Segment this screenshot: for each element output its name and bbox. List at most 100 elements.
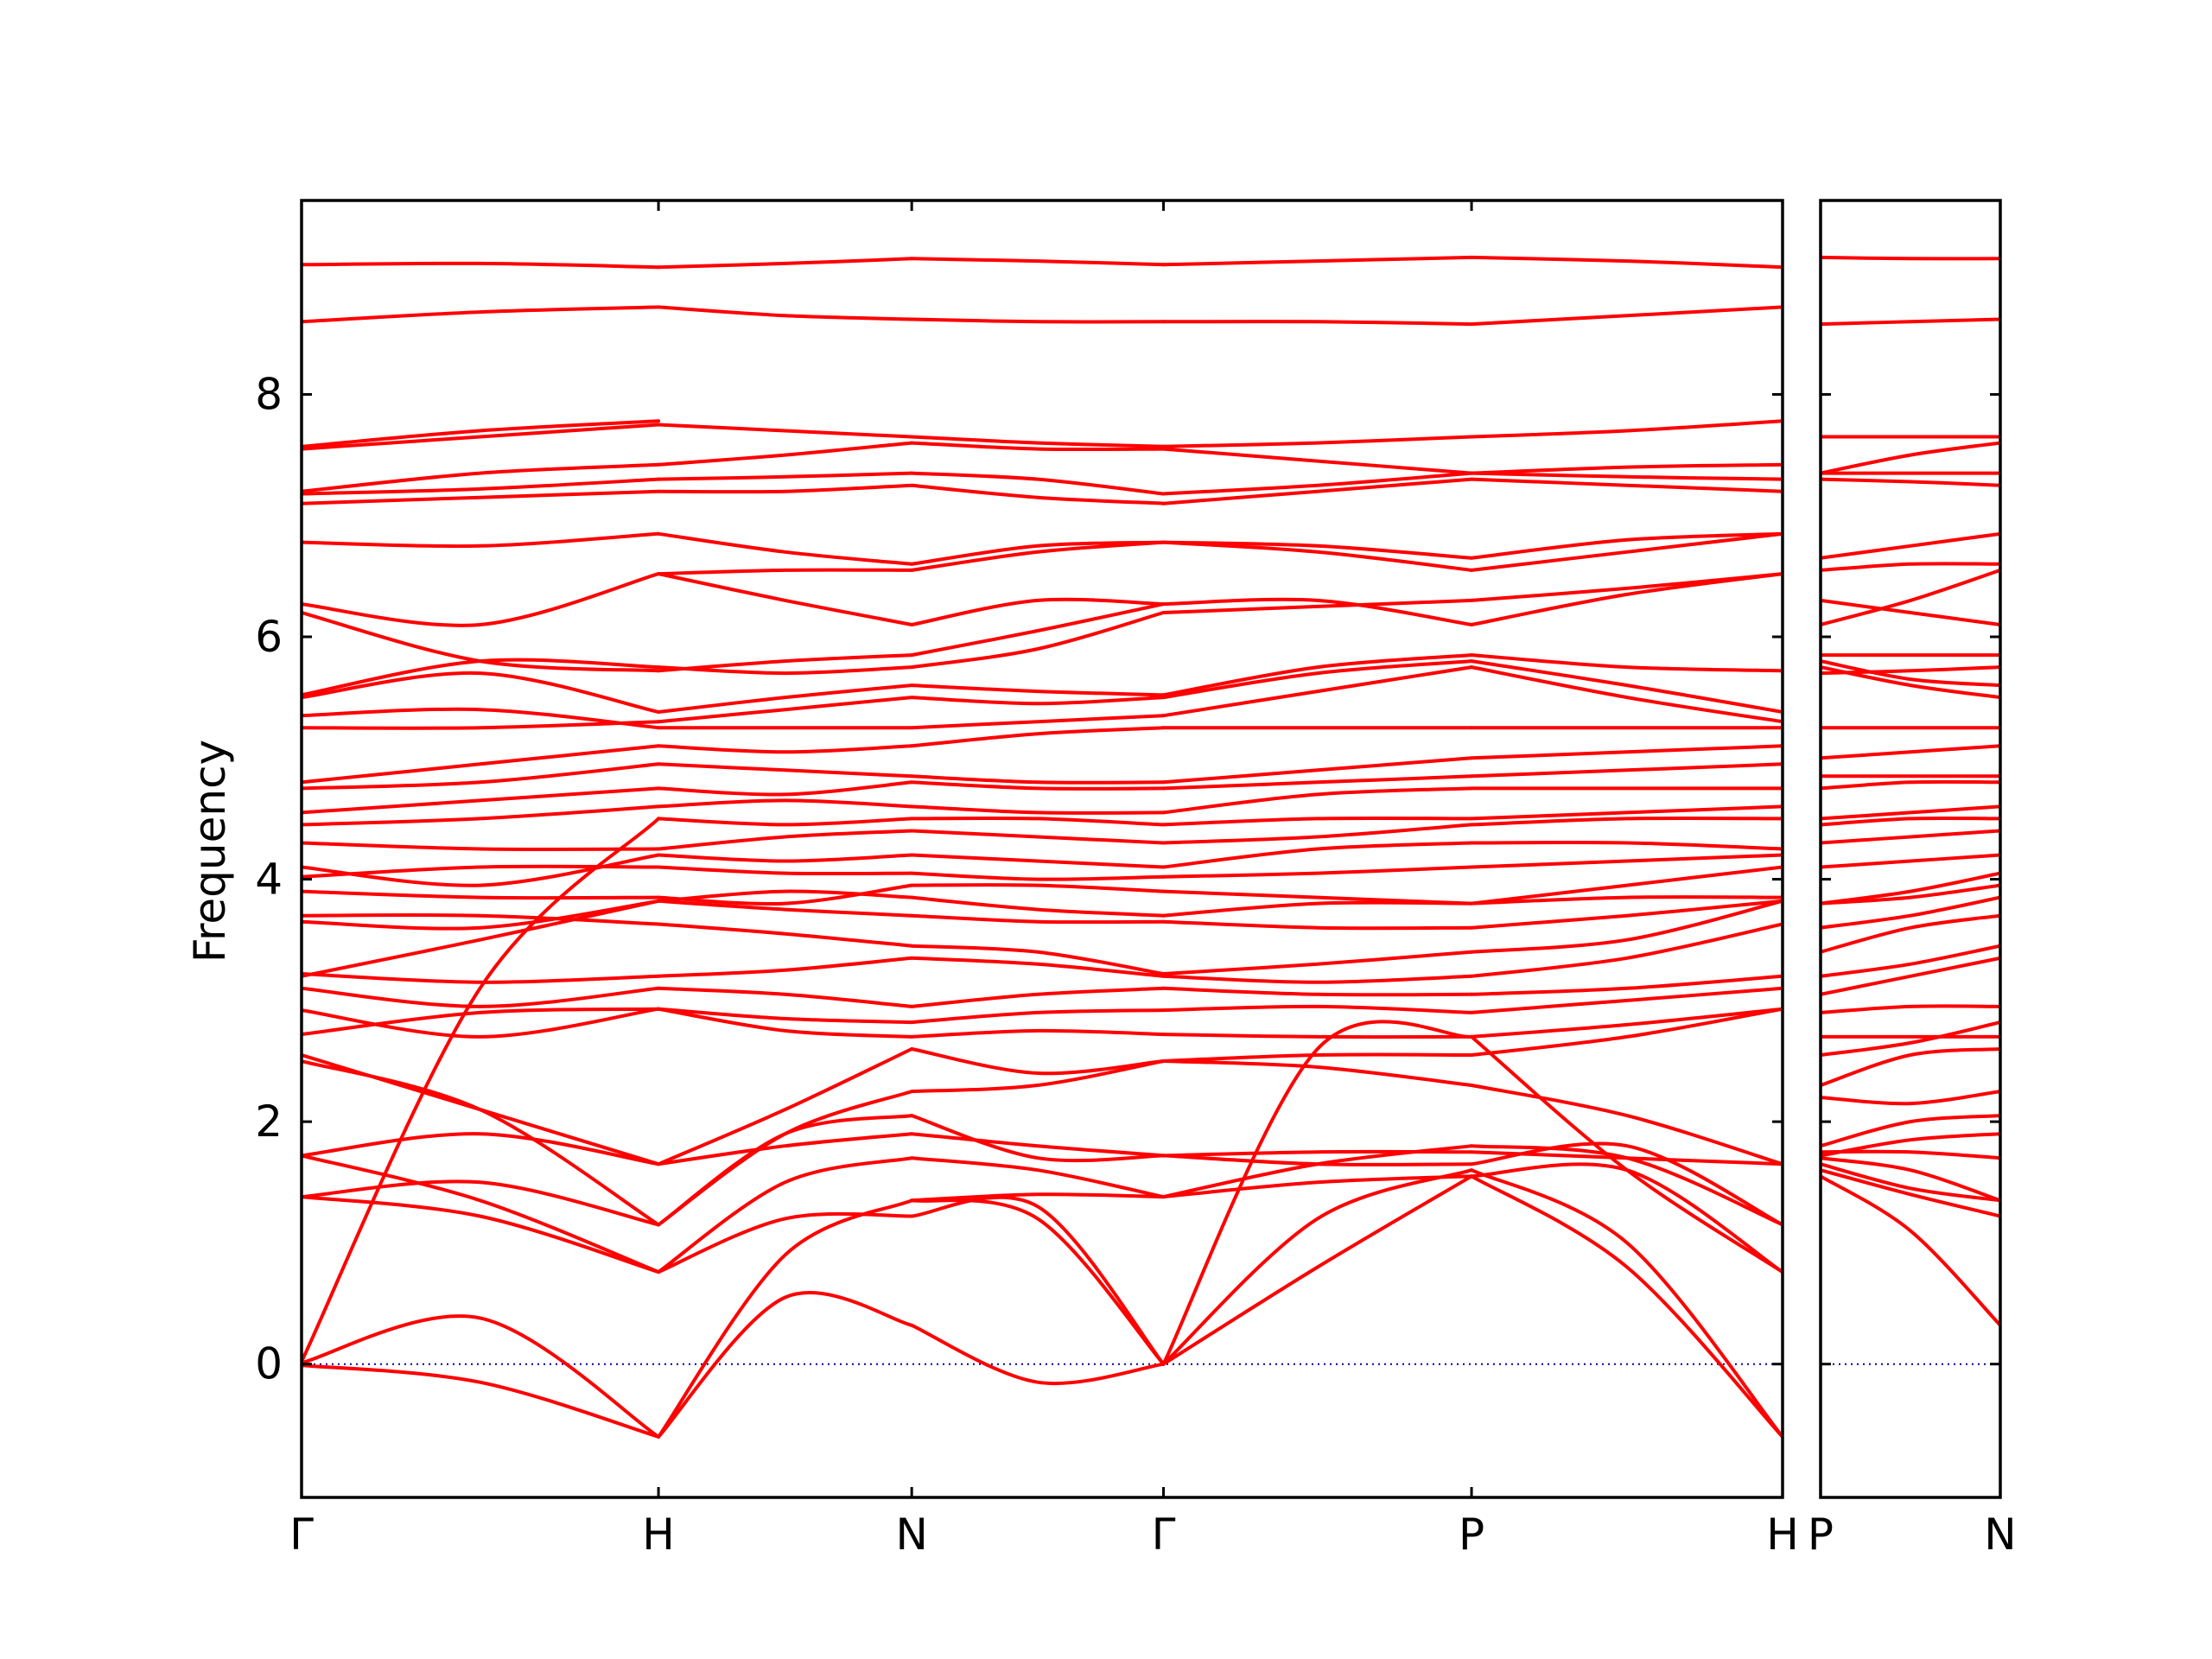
band-line bbox=[1821, 1047, 2000, 1087]
band-line bbox=[1161, 653, 1474, 697]
band-line bbox=[1161, 756, 1474, 785]
band-line bbox=[910, 1195, 1166, 1366]
band-line bbox=[657, 483, 914, 494]
band-line bbox=[910, 829, 1166, 845]
band-line bbox=[1470, 419, 1783, 439]
y-tick-label: 2 bbox=[255, 1096, 283, 1147]
band-line bbox=[910, 1008, 1166, 1025]
band-line bbox=[1821, 1174, 2000, 1327]
band-line bbox=[1470, 305, 1783, 327]
x-tick-label: H bbox=[642, 1510, 675, 1560]
band-line bbox=[302, 744, 661, 785]
band-line bbox=[657, 1007, 914, 1039]
y-tick-label: 8 bbox=[255, 369, 283, 419]
band-line bbox=[657, 696, 914, 724]
band-line bbox=[1470, 1084, 1783, 1166]
band-line bbox=[1161, 255, 1474, 267]
band-line bbox=[657, 1291, 914, 1439]
band-line bbox=[1470, 659, 1783, 714]
band-line bbox=[302, 972, 661, 984]
band-line bbox=[1470, 865, 1783, 906]
band-line bbox=[910, 483, 1166, 505]
band-line bbox=[302, 1179, 661, 1227]
band-line bbox=[302, 419, 661, 448]
band-line bbox=[910, 816, 1166, 827]
band-line bbox=[910, 1059, 1166, 1094]
band-line bbox=[910, 1132, 1166, 1158]
band-line bbox=[1470, 1007, 1783, 1039]
band-line bbox=[302, 462, 661, 493]
band-line bbox=[302, 804, 661, 827]
band-line bbox=[1470, 762, 1783, 779]
band-line bbox=[302, 489, 661, 505]
band-line bbox=[657, 922, 914, 948]
band-line bbox=[1821, 1132, 2000, 1158]
band-line bbox=[302, 1132, 661, 1166]
band-line bbox=[302, 899, 661, 931]
band-line bbox=[1821, 944, 2000, 978]
band-line bbox=[1161, 974, 1474, 984]
band-line bbox=[657, 1047, 914, 1166]
band-line bbox=[657, 780, 914, 797]
band-line bbox=[302, 1154, 661, 1274]
band-line bbox=[1821, 871, 2000, 906]
band-line bbox=[1161, 889, 1474, 906]
band-line bbox=[302, 261, 661, 270]
band-line bbox=[1470, 255, 1783, 270]
band-line bbox=[1161, 950, 1474, 976]
band-line bbox=[1470, 471, 1783, 481]
band-line bbox=[1161, 1033, 1474, 1039]
band-line bbox=[657, 1198, 914, 1439]
band-line bbox=[657, 956, 914, 978]
bands-group bbox=[302, 255, 1783, 1439]
band-line bbox=[1161, 1004, 1474, 1014]
band-line bbox=[302, 1314, 661, 1439]
band-line bbox=[1161, 477, 1474, 505]
band-line bbox=[657, 1211, 914, 1274]
band-line bbox=[1470, 665, 1783, 724]
band-line bbox=[1821, 853, 2000, 869]
band-line bbox=[910, 1028, 1166, 1039]
band-line bbox=[910, 597, 1166, 626]
band-line bbox=[657, 829, 914, 851]
band-line bbox=[657, 572, 914, 626]
band-line bbox=[302, 762, 661, 791]
band-line bbox=[302, 707, 661, 730]
band-line bbox=[657, 1156, 914, 1274]
band-line bbox=[1161, 659, 1474, 700]
band-line bbox=[1821, 744, 2000, 760]
band-line bbox=[302, 986, 661, 1008]
band-line bbox=[910, 986, 1166, 1008]
band-line bbox=[1821, 1156, 2000, 1203]
band-line bbox=[910, 1192, 1166, 1203]
band-line bbox=[1821, 1149, 2000, 1160]
band-line bbox=[302, 611, 661, 673]
band-line bbox=[1161, 900, 1474, 918]
band-line bbox=[910, 714, 1166, 730]
y-axis-label: Frequency bbox=[185, 740, 235, 963]
band-line bbox=[1161, 986, 1474, 997]
band-line bbox=[1821, 1168, 2000, 1218]
band-line bbox=[1821, 441, 2000, 475]
band-line bbox=[1821, 255, 2000, 261]
band-line bbox=[657, 1132, 914, 1166]
band-line bbox=[1821, 598, 2000, 626]
band-line bbox=[910, 871, 1166, 881]
band-line bbox=[1161, 665, 1474, 718]
band-line bbox=[1470, 816, 1783, 827]
band-line bbox=[910, 257, 1166, 267]
band-line bbox=[657, 899, 914, 918]
x-tick-label: N bbox=[895, 1510, 927, 1560]
band-line bbox=[1161, 320, 1474, 327]
band-line bbox=[1161, 774, 1474, 791]
bands-group bbox=[1821, 255, 2000, 1365]
band-line bbox=[1470, 899, 1783, 954]
band-line bbox=[1161, 1059, 1474, 1087]
band-line bbox=[657, 762, 914, 779]
band-line bbox=[1821, 895, 2000, 930]
band-line bbox=[1470, 531, 1783, 560]
band-line bbox=[302, 912, 661, 926]
band-line bbox=[302, 841, 661, 852]
